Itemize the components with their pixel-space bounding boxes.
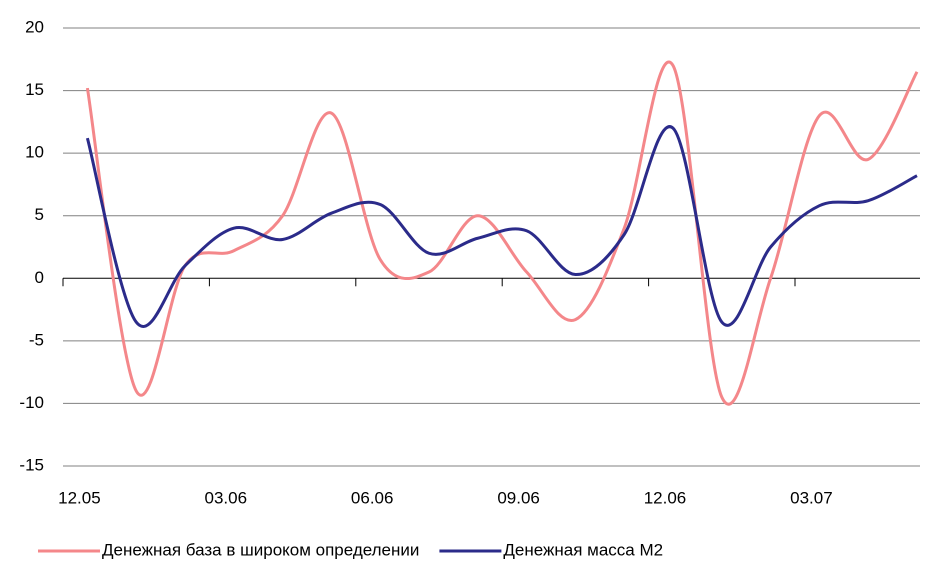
y-tick-label: 0 bbox=[35, 268, 44, 287]
y-tick-label: 15 bbox=[25, 80, 44, 99]
series-line bbox=[85, 60, 919, 406]
y-tick-label: 10 bbox=[25, 143, 44, 162]
x-tick-label: 06.06 bbox=[351, 488, 394, 507]
y-tick-label: -15 bbox=[19, 455, 44, 474]
y-tick-label: -5 bbox=[29, 330, 44, 349]
y-tick-label: -10 bbox=[19, 393, 44, 412]
legend-label: Денежная масса М2 bbox=[503, 540, 663, 559]
series-line bbox=[85, 125, 918, 328]
legend-label: Денежная база в широком определении bbox=[102, 540, 419, 559]
x-tick-label: 12.06 bbox=[644, 488, 687, 507]
x-tick-label: 12.05 bbox=[58, 488, 101, 507]
y-tick-label: 20 bbox=[25, 17, 44, 36]
x-tick-label: 03.06 bbox=[205, 488, 248, 507]
y-tick-label: 5 bbox=[35, 205, 44, 224]
x-tick-label: 03.07 bbox=[790, 488, 833, 507]
x-tick-label: 09.06 bbox=[497, 488, 540, 507]
